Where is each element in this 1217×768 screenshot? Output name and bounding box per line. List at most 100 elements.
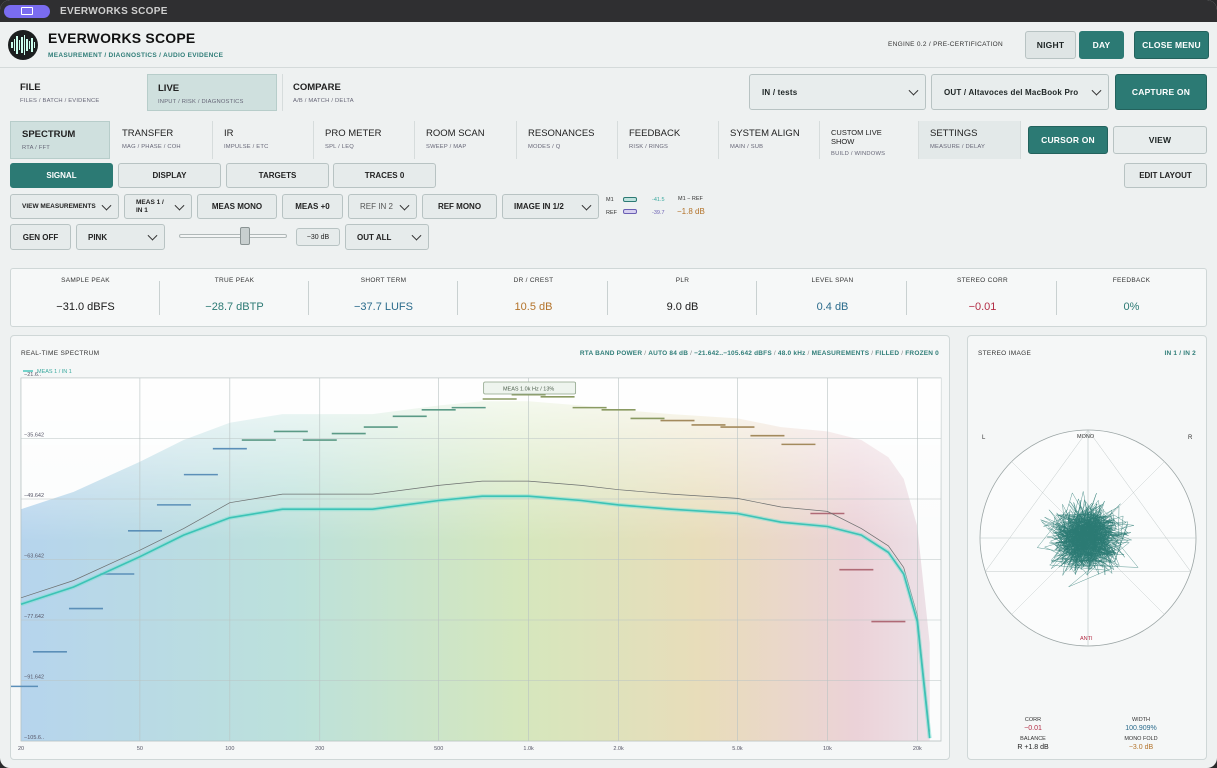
- ref-label: REF: [606, 210, 617, 216]
- metric-label: LEVEL SPAN: [811, 277, 854, 284]
- meas-select[interactable]: MEAS 1 / IN 1: [124, 194, 192, 219]
- nav-tab-title: COMPARE: [293, 82, 341, 93]
- meas-select-value: MEAS 1 / IN 1: [136, 198, 164, 214]
- tab-title: IR: [224, 128, 234, 139]
- x-tick-label: 2.0k: [613, 746, 624, 752]
- ref-value: -39.7: [652, 210, 665, 216]
- capture-button[interactable]: CAPTURE ON: [1115, 74, 1207, 110]
- app-subtitle: MEASUREMENT / DIAGNOSTICS / AUDIO EVIDEN…: [48, 52, 224, 59]
- width-label: WIDTH: [1131, 717, 1151, 723]
- y-tick-label: −21.6..: [24, 372, 41, 378]
- info-dbfs: −21.642..−105.642 dBFS: [694, 350, 772, 357]
- chevron-down-icon: [174, 200, 185, 211]
- image-select[interactable]: IMAGE IN 1/2: [502, 194, 599, 219]
- chevron-down-icon: [411, 230, 422, 241]
- tab-title: TRANSFER: [122, 128, 174, 139]
- info-sample-rate: 48.0 kHz: [777, 350, 806, 357]
- meas-mono-button[interactable]: MEAS MONO: [197, 194, 277, 219]
- meas-offset-button[interactable]: MEAS +0: [282, 194, 343, 219]
- edit-layout-button[interactable]: EDIT LAYOUT: [1124, 163, 1207, 188]
- metric-value: −0.01: [968, 301, 997, 313]
- ref-mono-button[interactable]: REF MONO: [422, 194, 497, 219]
- tab-transfer[interactable]: TRANSFER MAG / PHASE / COH: [111, 121, 213, 159]
- width-readout: WIDTH 100.909%: [1111, 717, 1171, 732]
- tab-ir[interactable]: IR IMPULSE / ETC: [213, 121, 314, 159]
- tab-feedback[interactable]: FEEDBACK RISK / RINGS: [618, 121, 719, 159]
- metrics-bar: SAMPLE PEAK −31.0 dBFS TRUE PEAK −28.7 dBT…: [10, 268, 1207, 327]
- metric-short-term: SHORT TERM −37.7 LUFS: [309, 269, 458, 328]
- day-theme-button[interactable]: DAY: [1079, 31, 1124, 59]
- output-select[interactable]: OUT / Altavoces del MacBook Pro: [931, 74, 1109, 110]
- output-channel-value: OUT ALL: [357, 232, 392, 242]
- x-tick-label: 10k: [823, 746, 832, 752]
- input-select[interactable]: IN / tests: [749, 74, 926, 110]
- cursor-toggle-button[interactable]: CURSOR ON: [1028, 126, 1108, 154]
- corr-label: CORR: [1024, 717, 1042, 723]
- subtab-traces[interactable]: TRACES 0: [333, 163, 436, 188]
- metric-value: −28.7 dBTP: [205, 301, 264, 313]
- nav-tab-compare[interactable]: COMPARE A/B / MATCH / DELTA: [282, 74, 417, 111]
- metric-value: 9.0 dB: [666, 301, 699, 313]
- night-theme-button[interactable]: NIGHT: [1025, 31, 1076, 59]
- input-select-value: IN / tests: [762, 87, 798, 97]
- tab-system-align[interactable]: SYSTEM ALIGN MAIN / SUB: [719, 121, 820, 159]
- nav-tab-live[interactable]: LIVE INPUT / RISK / DIAGNOSTICS: [147, 74, 277, 111]
- nav-tab-sub: A/B / MATCH / DELTA: [293, 98, 354, 104]
- x-tick-label: 500: [434, 746, 443, 752]
- metric-dr-crest: DR / CREST 10.5 dB: [459, 269, 608, 328]
- tab-title: SPECTRUM: [22, 129, 76, 140]
- tab-settings[interactable]: SETTINGS MEASURE / DELAY: [919, 121, 1021, 159]
- view-button[interactable]: VIEW: [1113, 126, 1207, 154]
- title-bar: EVERWORKS SCOPE: [0, 0, 1217, 22]
- metric-label: DR / CREST: [513, 277, 554, 284]
- tab-room-scan[interactable]: ROOM SCAN SWEEP / MAP: [415, 121, 517, 159]
- app-header: EVERWORKS SCOPE MEASUREMENT / DIAGNOSTIC…: [0, 22, 1217, 68]
- tab-title: PRO METER: [325, 128, 382, 139]
- subtab-signal[interactable]: SIGNAL: [10, 163, 113, 188]
- window-switcher-button[interactable]: [4, 4, 50, 18]
- tab-sub: RISK / RINGS: [629, 144, 669, 150]
- tab-resonances[interactable]: RESONANCES MODES / Q: [517, 121, 618, 159]
- y-tick-label: −49.642: [24, 493, 44, 499]
- balance-label: BALANCE: [1020, 736, 1046, 742]
- noise-type-select[interactable]: PINK: [76, 224, 165, 250]
- nav-tab-file[interactable]: FILE FILES / BATCH / EVIDENCE: [10, 74, 145, 111]
- tab-sub: RTA / FFT: [22, 145, 50, 151]
- tab-custom-live-show[interactable]: CUSTOM LIVE SHOW BUILD / WINDOWS: [820, 121, 919, 159]
- tab-title: SYSTEM ALIGN: [730, 128, 800, 139]
- generator-toggle-button[interactable]: GEN OFF: [10, 224, 71, 250]
- tab-pro-meter[interactable]: PRO METER SPL / LEQ: [314, 121, 415, 159]
- stereo-trace: [1036, 491, 1139, 588]
- generator-level-slider[interactable]: [179, 227, 287, 245]
- subtab-targets[interactable]: TARGETS: [226, 163, 329, 188]
- stereo-info: IN 1 / IN 2: [1164, 350, 1196, 357]
- close-menu-button[interactable]: CLOSE MENU: [1134, 31, 1209, 59]
- subtab-display[interactable]: DISPLAY: [118, 163, 221, 188]
- nav-tab-title: LIVE: [158, 83, 180, 94]
- tab-sub: SWEEP / MAP: [426, 144, 467, 150]
- y-tick-label: −91.642: [24, 675, 44, 681]
- spectrum-chart[interactable]: −21.6.. −35.642 −49.642 −63.642 −77.642 −91.6…: [11, 336, 951, 761]
- metric-stereo-corr: STEREO CORR −0.01: [908, 269, 1057, 328]
- tab-title: SETTINGS: [930, 128, 978, 139]
- mono-label: MONO: [1077, 434, 1095, 440]
- output-channel-select[interactable]: OUT ALL: [345, 224, 429, 250]
- ref-level-bar: [623, 209, 637, 214]
- frequency-marker-box: [483, 381, 577, 395]
- metric-value: 0%: [1123, 301, 1140, 313]
- balance-readout: BALANCE R +1.8 dB: [1003, 736, 1063, 751]
- slider-thumb[interactable]: [239, 227, 250, 245]
- ref-select[interactable]: REF IN 2: [348, 194, 417, 219]
- output-select-value: OUT / Altavoces del MacBook Pro: [944, 87, 1079, 97]
- tab-title: ROOM SCAN: [426, 128, 485, 139]
- tab-sub: IMPULSE / ETC: [224, 144, 269, 150]
- image-select-value: IMAGE IN 1/2: [514, 202, 564, 211]
- chevron-down-icon: [147, 230, 158, 241]
- app-title: EVERWORKS SCOPE: [48, 30, 196, 46]
- chevron-down-icon: [399, 200, 410, 211]
- engine-version: ENGINE 0.2 / PRE-CERTIFICATION: [888, 41, 1003, 48]
- anti-phase-label: ANTI: [1080, 636, 1093, 642]
- tab-spectrum[interactable]: SPECTRUM RTA / FFT: [10, 121, 110, 159]
- view-measurements-select[interactable]: VIEW MEASUREMENTS: [10, 194, 119, 219]
- frequency-marker-label: MEAS 1.0k Hz / 13%: [503, 387, 554, 393]
